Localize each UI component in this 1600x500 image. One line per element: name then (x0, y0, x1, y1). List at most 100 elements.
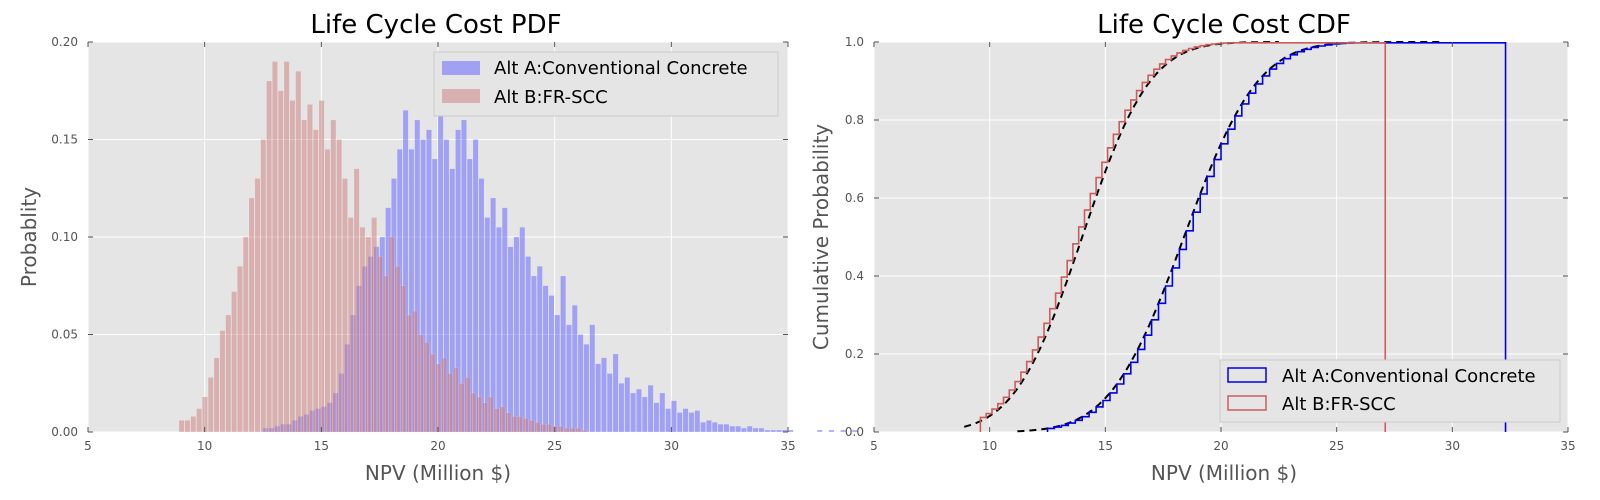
pdf-bar-alt-b (301, 119, 307, 433)
cdf-legend-label-a: Alt A:Conventional Concrete (1282, 366, 1536, 387)
pdf-bar-alt-a (612, 353, 619, 433)
pdf-bar-alt-a (758, 427, 765, 433)
pdf-bar-alt-a (770, 429, 776, 433)
pdf-bar-alt-a (746, 425, 753, 433)
pdf-bar-alt-b (528, 420, 535, 433)
cdf-x-tick-label: 10 (982, 439, 997, 453)
pdf-x-tick-label: 30 (664, 439, 679, 453)
pdf-bar-alt-b (493, 408, 500, 433)
pdf-y-tick-label: 0.10 (51, 230, 78, 244)
cdf-y-tick-label: 0.2 (845, 347, 864, 361)
pdf-bar-alt-a (531, 275, 537, 433)
pdf-bar-alt-a (700, 422, 706, 433)
pdf-legend-swatch-a (442, 61, 480, 75)
pdf-bar-alt-b (470, 392, 477, 433)
pdf-bar-alt-b (342, 178, 348, 433)
pdf-bar-alt-b (487, 396, 494, 433)
pdf-bar-alt-b (417, 334, 424, 433)
pdf-bar-alt-b (563, 427, 570, 433)
pdf-bar-alt-b (196, 408, 202, 433)
pdf-bar-alt-a (752, 427, 759, 433)
pdf-bar-alt-b (412, 310, 418, 433)
cdf-legend-label-b: Alt B:FR-SCC (1282, 394, 1396, 415)
pdf-bar-alt-a (694, 410, 701, 433)
pdf-bar-alt-b (476, 396, 482, 433)
cdf-x-tick-label: 25 (1329, 439, 1344, 453)
pdf-bar-alt-a (671, 400, 677, 433)
pdf-x-tick-label: 20 (430, 439, 445, 453)
pdf-legend-label-a: Alt A:Conventional Concrete (494, 58, 748, 79)
pdf-bar-alt-b (336, 139, 342, 433)
cdf-legend-box (1219, 359, 1561, 423)
pdf-bar-alt-b (225, 314, 232, 433)
pdf-bar-alt-a (554, 314, 561, 433)
pdf-bar-alt-a (851, 429, 858, 433)
pdf-bar-alt-b (219, 330, 226, 433)
pdf-bar-alt-b (581, 429, 587, 433)
pdf-bar-alt-a (618, 383, 625, 433)
pdf-bar-alt-b (575, 427, 582, 433)
pdf-x-tick-label: 10 (197, 439, 212, 453)
pdf-bar-alt-a (840, 429, 846, 433)
pdf-ticks: 5 10 15 20 25 30 35 0.00 0.05 0.10 0.15 0.20 (51, 35, 795, 453)
pdf-bar-alt-b (353, 168, 360, 433)
pdf-bar-alt-a (566, 324, 572, 433)
pdf-bar-alt-b (540, 423, 547, 433)
pdf-bar-alt-a (706, 420, 712, 433)
pdf-bar-alt-b (371, 217, 377, 433)
pdf-bar-alt-b (458, 383, 465, 433)
pdf-bar-alt-a (776, 429, 782, 433)
pdf-y-tick-label: 0.05 (51, 328, 78, 342)
pdf-bar-alt-b (312, 129, 319, 433)
pdf-bar-alt-a (601, 357, 607, 433)
pdf-bar-alt-b (388, 236, 395, 433)
pdf-bar-alt-a (641, 396, 648, 433)
pdf-bar-alt-a (472, 139, 479, 433)
cdf-x-tick-label: 15 (1098, 439, 1113, 453)
cdf-y-tick-label: 0.0 (845, 425, 864, 439)
pdf-bar-alt-b (277, 90, 284, 433)
pdf-x-tick-label: 15 (314, 439, 329, 453)
pdf-bar-alt-b (557, 425, 564, 433)
pdf-bar-alt-b (394, 266, 401, 433)
cdf-legend: Alt A:Conventional Concrete Alt B:FR-SCC (1219, 359, 1561, 423)
pdf-bar-alt-a (787, 429, 794, 433)
pdf-bar-alt-b (254, 178, 261, 433)
pdf-bar-alt-a (729, 425, 736, 433)
cdf-title: Life Cycle Cost CDF (1097, 10, 1351, 40)
pdf-bars (178, 61, 911, 433)
pdf-bar-alt-b (441, 357, 447, 433)
cdf-legend-swatch-a (1227, 367, 1267, 383)
cdf-x-tick-label: 5 (870, 439, 878, 453)
pdf-bar-alt-a (507, 246, 514, 433)
pdf-bar-alt-b (307, 104, 313, 433)
pdf-x-tick-label: 35 (780, 439, 795, 453)
pdf-bar-alt-b (377, 256, 383, 433)
pdf-bar-alt-a (583, 344, 590, 433)
pdf-bar-alt-b (511, 416, 517, 433)
pdf-bar-alt-a (501, 207, 508, 433)
pdf-bar-alt-b (324, 149, 331, 433)
cdf-y-tick-label: 0.8 (845, 113, 864, 127)
pdf-bar-alt-b (452, 367, 459, 433)
cdf-step-alt-b (979, 42, 1386, 432)
pdf-bar-alt-a (665, 408, 671, 433)
cdf-x-tick-label: 35 (1560, 439, 1575, 453)
pdf-bar-alt-b (406, 314, 412, 433)
pdf-bar-alt-a (723, 423, 730, 433)
pdf-legend-box (433, 51, 779, 117)
pdf-bar-alt-b (569, 427, 576, 433)
pdf-bar-alt-a (653, 402, 660, 433)
pdf-legend-label-b: Alt B:FR-SCC (494, 87, 608, 108)
pdf-bar-alt-a (548, 295, 555, 433)
cdf-fit-curve (963, 41, 1279, 428)
cdf-y-tick-label: 1.0 (845, 35, 864, 49)
pdf-bar-alt-b (359, 227, 366, 433)
pdf-bar-alt-a (606, 373, 613, 433)
pdf-bar-alt-a (542, 285, 549, 433)
pdf-bar-alt-b (517, 416, 523, 433)
pdf-bar-alt-a (688, 412, 695, 433)
cdf-panel: Life Cycle Cost CDF 5 10 15 20 25 30 35 0.0 0.2 0… (809, 10, 1576, 485)
pdf-bar-alt-a (711, 422, 718, 433)
